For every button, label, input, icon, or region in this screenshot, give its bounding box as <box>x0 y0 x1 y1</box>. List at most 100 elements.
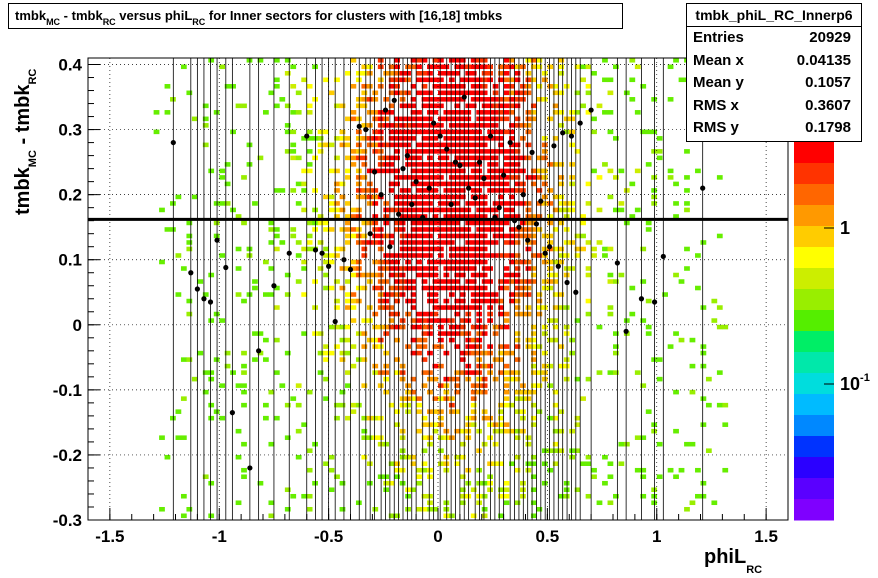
heatmap-cell <box>268 240 275 245</box>
heatmap-cell <box>432 318 439 323</box>
heatmap-cell <box>268 90 275 96</box>
heatmap-cell <box>514 155 521 161</box>
heatmap-cell <box>372 435 379 440</box>
heatmap-cell <box>514 272 521 278</box>
heatmap-cell <box>503 201 510 206</box>
heatmap-cell <box>432 110 439 115</box>
heatmap-cell <box>306 467 313 473</box>
heatmap-cell <box>459 214 466 219</box>
heatmap-cell <box>492 220 499 226</box>
profile-point <box>214 237 220 243</box>
heatmap-cell <box>421 344 428 349</box>
heatmap-cell <box>448 305 455 310</box>
heatmap-cell <box>383 305 390 310</box>
heatmap-cell <box>317 142 324 148</box>
heatmap-cell <box>498 493 504 499</box>
heatmap-cell <box>470 64 477 70</box>
heatmap-cell <box>405 90 411 96</box>
heatmap-cell <box>602 162 608 167</box>
heatmap-cell <box>509 129 515 135</box>
heatmap-cell <box>509 64 515 70</box>
profile-point <box>448 201 454 208</box>
heatmap-cell <box>448 149 455 154</box>
heatmap-cell <box>383 331 390 336</box>
heatmap-cell <box>405 246 411 252</box>
heatmap-cell <box>306 233 313 239</box>
heatmap-cell <box>427 181 433 187</box>
heatmap-cell <box>618 201 625 206</box>
profile-point <box>413 179 419 185</box>
heatmap-cell <box>416 227 422 232</box>
heatmap-cell <box>328 227 335 232</box>
heatmap-cell <box>607 90 614 96</box>
heatmap-cell <box>301 168 308 174</box>
heatmap-cell <box>448 194 455 200</box>
heatmap-cell <box>388 259 395 265</box>
heatmap-cell <box>459 207 466 213</box>
heatmap-cell <box>432 409 439 414</box>
heatmap-cell <box>405 285 411 291</box>
heatmap-cell <box>448 259 455 265</box>
heatmap-cell <box>552 90 559 96</box>
heatmap-cell <box>268 266 275 271</box>
heatmap-cell <box>492 97 499 102</box>
heatmap-cell <box>421 266 428 271</box>
heatmap-cell <box>339 266 346 271</box>
heatmap-cell <box>394 422 401 427</box>
heatmap-cell <box>219 383 226 388</box>
heatmap-cell <box>618 207 625 213</box>
heatmap-cell <box>585 376 592 382</box>
heatmap-cell <box>394 357 401 362</box>
stats-row-rms-y: RMS y 0.1798 <box>687 117 861 140</box>
heatmap-cell <box>454 305 461 310</box>
heatmap-cell <box>607 246 614 252</box>
heatmap-cell <box>438 97 444 102</box>
heatmap-cell <box>410 233 417 239</box>
heatmap-cell <box>514 376 521 382</box>
heatmap-cell <box>394 71 401 76</box>
profile-point <box>481 175 487 181</box>
heatmap-cell <box>711 500 718 506</box>
heatmap-cell <box>350 259 357 265</box>
heatmap-cell <box>317 129 324 135</box>
heatmap-cell <box>498 279 504 284</box>
heatmap-cell <box>432 194 439 200</box>
heatmap-cell <box>448 207 455 213</box>
heatmap-cell <box>394 84 401 89</box>
heatmap-cell <box>470 201 477 206</box>
heatmap-cell <box>410 461 417 466</box>
heatmap-cell <box>684 201 690 206</box>
heatmap-cell <box>459 370 466 375</box>
heatmap-cell <box>530 487 537 493</box>
heatmap-cell <box>498 344 504 349</box>
heatmap-cell <box>481 285 488 291</box>
heatmap-cell <box>448 77 455 83</box>
heatmap-cell <box>334 344 340 349</box>
heatmap-cell <box>459 357 466 362</box>
heatmap-cell <box>383 220 390 226</box>
heatmap-cell <box>481 181 488 187</box>
heatmap-cell <box>454 84 461 89</box>
heatmap-cell <box>180 435 187 440</box>
heatmap-cell <box>716 233 723 239</box>
heatmap-cell <box>705 376 712 382</box>
heatmap-cell <box>629 311 636 317</box>
heatmap-cell <box>536 155 543 161</box>
heatmap-cell <box>640 318 647 323</box>
heatmap-cell <box>503 344 510 349</box>
stats-row-mean-x: Mean x 0.04135 <box>687 50 861 73</box>
heatmap-cell <box>427 311 433 317</box>
heatmap-cell <box>536 292 543 297</box>
heatmap-cell <box>481 233 488 239</box>
heatmap-cell <box>339 227 346 232</box>
heatmap-cell <box>580 220 586 226</box>
heatmap-cell <box>448 110 455 115</box>
heatmap-cell <box>448 318 455 323</box>
heatmap-cell <box>290 396 297 401</box>
heatmap-cell <box>481 123 488 128</box>
heatmap-cell <box>585 298 592 304</box>
heatmap-cell <box>202 123 209 128</box>
heatmap-cell <box>454 227 461 232</box>
heatmap-cell <box>558 201 565 206</box>
heatmap-cell <box>273 188 280 193</box>
